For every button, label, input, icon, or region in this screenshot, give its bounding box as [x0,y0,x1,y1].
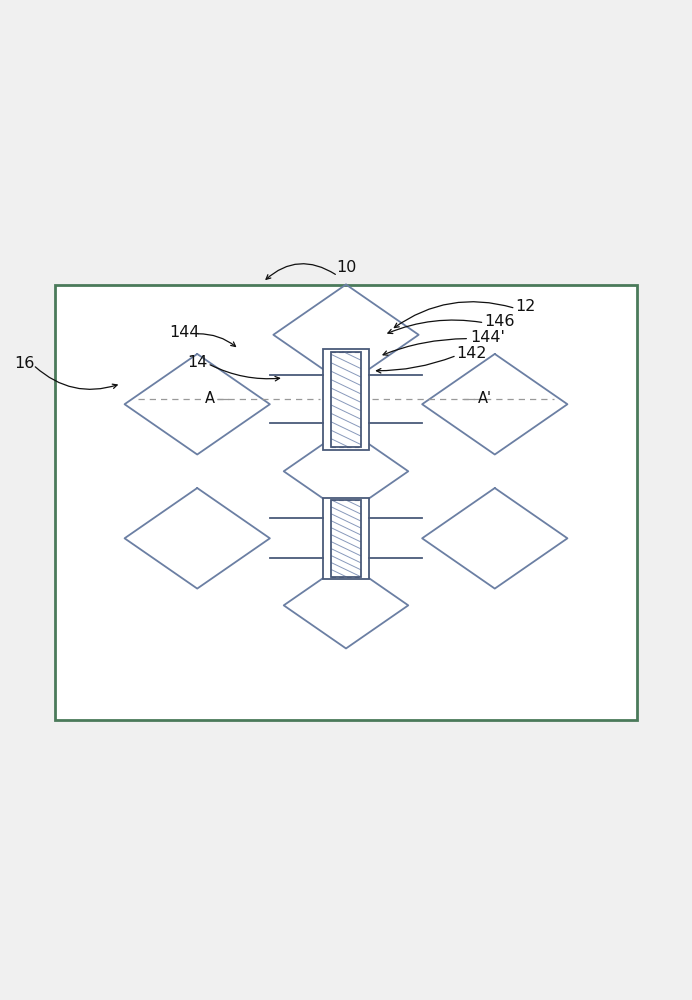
Text: 142: 142 [457,346,487,361]
Bar [331,352,361,447]
Text: 14: 14 [187,355,207,370]
Bar [331,500,361,577]
Text: A': A' [477,391,491,406]
Bar [323,349,369,450]
Text: 144: 144 [170,325,200,340]
Bar [331,352,361,447]
Text: 16: 16 [14,356,34,371]
Text: 10: 10 [336,260,356,275]
Bar [331,500,361,577]
Text: 12: 12 [516,299,536,314]
Text: A: A [205,391,215,406]
Bar [323,498,369,579]
Bar [55,285,637,720]
Text: 144': 144' [471,330,505,345]
Text: 146: 146 [484,314,515,329]
